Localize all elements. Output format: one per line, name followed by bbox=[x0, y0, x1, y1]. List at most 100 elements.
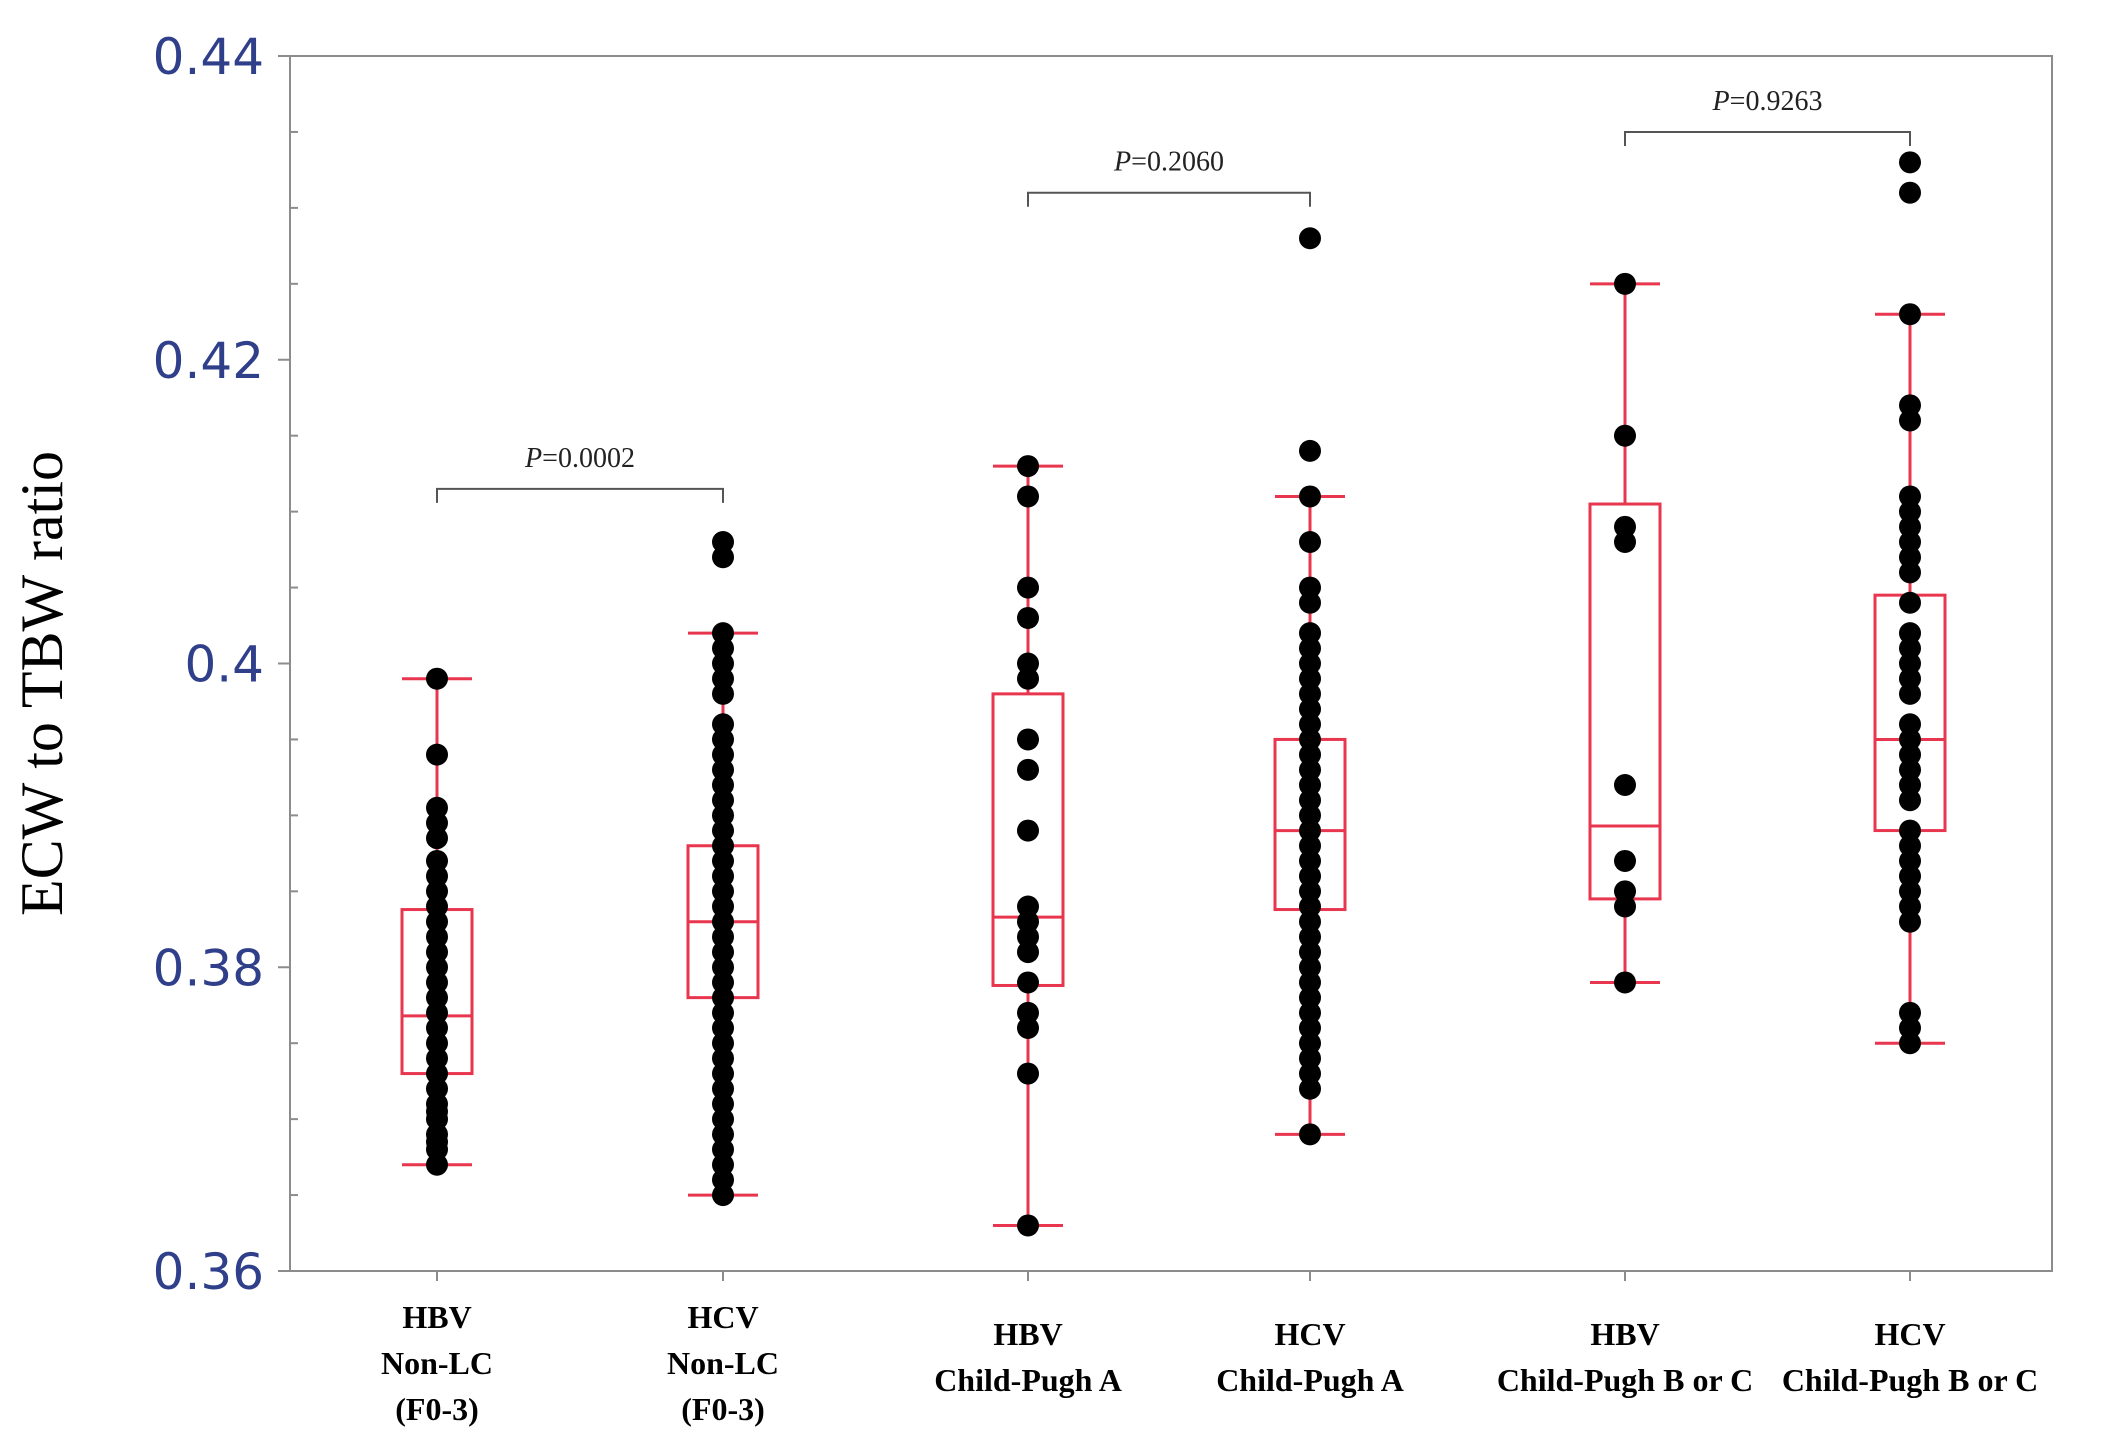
data-point bbox=[426, 1001, 448, 1024]
data-point bbox=[1017, 576, 1039, 599]
data-point bbox=[1899, 637, 1921, 660]
data-point bbox=[1017, 455, 1039, 478]
data-point bbox=[1614, 515, 1636, 538]
x-category-label: HCV bbox=[1874, 1316, 1945, 1352]
data-point bbox=[426, 880, 448, 903]
data-point bbox=[426, 925, 448, 948]
data-point bbox=[712, 865, 734, 888]
data-point bbox=[426, 1017, 448, 1039]
plot-border bbox=[289, 55, 2053, 1272]
data-point bbox=[712, 895, 734, 918]
data-point bbox=[426, 1032, 448, 1055]
data-point bbox=[426, 910, 448, 933]
data-point bbox=[712, 1047, 734, 1070]
data-point bbox=[426, 971, 448, 994]
data-point bbox=[1899, 151, 1921, 174]
data-point bbox=[712, 880, 734, 903]
data-point bbox=[1899, 591, 1921, 614]
p-value: =0.0002 bbox=[542, 443, 635, 474]
y-tick-label: 0.44 bbox=[153, 28, 264, 86]
data-point bbox=[1299, 682, 1321, 705]
data-point bbox=[426, 849, 448, 872]
data-point bbox=[1614, 849, 1636, 872]
data-point bbox=[1299, 743, 1321, 766]
data-point bbox=[1017, 925, 1039, 948]
data-point bbox=[712, 941, 734, 964]
data-point bbox=[712, 1168, 734, 1191]
data-point bbox=[712, 1062, 734, 1085]
data-point bbox=[1299, 971, 1321, 994]
x-category-label: HCV bbox=[1274, 1316, 1345, 1352]
x-category-label: (F0-3) bbox=[395, 1391, 479, 1427]
data-point bbox=[712, 1017, 734, 1039]
data-point bbox=[1017, 819, 1039, 842]
data-point bbox=[426, 667, 448, 690]
data-point bbox=[712, 986, 734, 1009]
x-category-label: Child-Pugh B or C bbox=[1782, 1362, 2038, 1398]
data-point bbox=[1299, 667, 1321, 690]
x-category-label: HCV bbox=[687, 1299, 758, 1335]
data-point bbox=[426, 895, 448, 918]
data-point bbox=[712, 1108, 734, 1131]
data-point bbox=[1899, 531, 1921, 553]
iqr-box bbox=[1588, 502, 1662, 901]
data-point bbox=[1899, 895, 1921, 918]
data-point bbox=[712, 774, 734, 796]
data-point bbox=[1899, 1017, 1921, 1039]
data-point bbox=[426, 827, 448, 850]
comparison-bracket bbox=[436, 487, 724, 503]
data-point bbox=[1299, 698, 1321, 721]
data-point bbox=[712, 682, 734, 705]
data-point bbox=[1899, 1001, 1921, 1024]
data-point bbox=[1614, 880, 1636, 903]
data-point bbox=[426, 1077, 448, 1100]
x-category-label: Child-Pugh B or C bbox=[1497, 1362, 1753, 1398]
y-tick-label: 0.4 bbox=[184, 636, 264, 694]
data-point bbox=[1299, 439, 1321, 462]
data-point bbox=[1299, 728, 1321, 751]
data-point bbox=[426, 1047, 448, 1070]
data-point bbox=[1299, 485, 1321, 508]
data-point bbox=[426, 796, 448, 819]
data-point bbox=[1899, 622, 1921, 645]
y-tick-label: 0.36 bbox=[153, 1243, 264, 1301]
data-point bbox=[1299, 1077, 1321, 1100]
data-point bbox=[1299, 910, 1321, 933]
data-point bbox=[1899, 500, 1921, 523]
plot-frame bbox=[289, 55, 2053, 1272]
data-point bbox=[712, 1001, 734, 1024]
data-point bbox=[1899, 561, 1921, 584]
data-point bbox=[1614, 971, 1636, 994]
data-point bbox=[1299, 531, 1321, 553]
x-category-label: Child-Pugh A bbox=[1216, 1362, 1404, 1398]
data-point bbox=[712, 834, 734, 857]
data-point bbox=[712, 728, 734, 751]
data-point bbox=[712, 546, 734, 569]
comparison-bracket bbox=[1624, 130, 1911, 146]
data-point bbox=[1899, 743, 1921, 766]
data-point bbox=[1017, 1214, 1039, 1237]
p-value: =0.9263 bbox=[1730, 86, 1823, 117]
data-point bbox=[1017, 941, 1039, 964]
data-point bbox=[1899, 667, 1921, 690]
data-point bbox=[1017, 1017, 1039, 1039]
data-point bbox=[712, 910, 734, 933]
data-point bbox=[1899, 394, 1921, 417]
data-point bbox=[712, 652, 734, 675]
data-point bbox=[426, 743, 448, 766]
data-point bbox=[1299, 880, 1321, 903]
data-point bbox=[1614, 895, 1636, 918]
p-value-label: P=0.9263 bbox=[1712, 86, 1823, 117]
data-point bbox=[426, 986, 448, 1009]
data-point bbox=[712, 849, 734, 872]
data-point bbox=[1899, 834, 1921, 857]
data-point bbox=[426, 865, 448, 888]
data-point bbox=[1899, 849, 1921, 872]
data-point bbox=[1017, 485, 1039, 508]
data-point bbox=[1899, 819, 1921, 842]
data-point bbox=[1299, 834, 1321, 857]
data-point bbox=[712, 1077, 734, 1100]
data-point bbox=[712, 804, 734, 827]
x-category-label: HBV bbox=[402, 1299, 471, 1335]
